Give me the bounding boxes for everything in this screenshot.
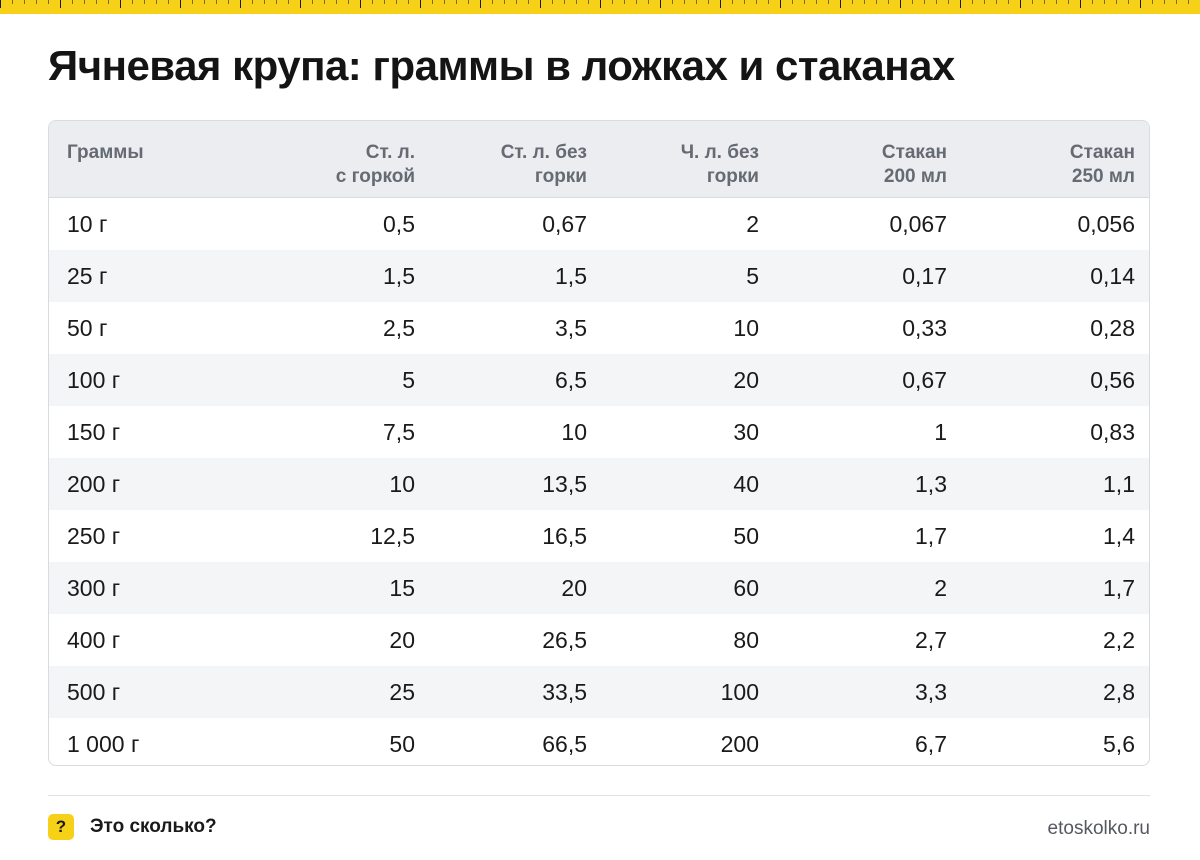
- cell-tbsp-heaped: 20: [389, 626, 415, 653]
- cell-tsp-level: 5: [746, 262, 759, 289]
- header-grams: Граммы: [67, 142, 144, 163]
- cell-tsp-level: 40: [733, 470, 759, 497]
- conversion-table: Граммы Ст. л. с горкой Ст. л. без горки …: [48, 120, 1150, 766]
- header-glass-200: Стакан 200 мл: [881, 142, 947, 187]
- cell-glass-250: 0,56: [1090, 366, 1135, 393]
- cell-glass-200: 0,17: [902, 262, 947, 289]
- table-row: 250 г 12,5 16,5 50 1,7 1,4: [49, 510, 1149, 562]
- cell-tbsp-heaped: 15: [389, 574, 415, 601]
- cell-glass-200: 3,3: [915, 678, 947, 705]
- cell-tbsp-level: 10: [561, 418, 587, 445]
- cell-grams: 150 г: [67, 418, 121, 445]
- cell-glass-250: 0,83: [1090, 418, 1135, 445]
- cell-grams: 250 г: [67, 522, 121, 549]
- table-row: 300 г 15 20 60 2 1,7: [49, 562, 1149, 614]
- header-tsp-level: Ч. л. без горки: [680, 142, 759, 187]
- header-glass-250: Стакан 250 мл: [1069, 142, 1135, 187]
- cell-glass-200: 0,067: [889, 210, 947, 237]
- table-body: 10 г 0,5 0,67 2 0,067 0,056 25 г 1,5 1,5 5 0,17 0,1…: [49, 198, 1149, 765]
- cell-tbsp-heaped: 2,5: [383, 314, 415, 341]
- cell-grams: 500 г: [67, 678, 121, 705]
- cell-grams: 25 г: [67, 262, 108, 289]
- header-tbsp-heaped: Ст. л. с горкой: [335, 142, 415, 187]
- cell-tbsp-level: 16,5: [542, 522, 587, 549]
- question-icon: ?: [48, 814, 74, 840]
- cell-tsp-level: 10: [733, 314, 759, 341]
- cell-glass-250: 0,056: [1077, 210, 1135, 237]
- cell-glass-250: 0,28: [1090, 314, 1135, 341]
- table-row: 100 г 5 6,5 20 0,67 0,56: [49, 354, 1149, 406]
- cell-glass-200: 1,7: [915, 522, 947, 549]
- cell-tsp-level: 100: [720, 678, 759, 705]
- cell-tsp-level: 30: [733, 418, 759, 445]
- cell-tsp-level: 200: [720, 730, 759, 757]
- cell-tsp-level: 20: [733, 366, 759, 393]
- cell-glass-200: 2: [934, 574, 947, 601]
- ruler-strip: [0, 0, 1200, 14]
- table-row: 150 г 7,5 10 30 1 0,83: [49, 406, 1149, 458]
- cell-tsp-level: 50: [733, 522, 759, 549]
- cell-tbsp-level: 33,5: [542, 678, 587, 705]
- table-row: 200 г 10 13,5 40 1,3 1,1: [49, 458, 1149, 510]
- cell-glass-200: 1: [934, 418, 947, 445]
- cell-tbsp-heaped: 50: [389, 730, 415, 757]
- cell-tbsp-heaped: 10: [389, 470, 415, 497]
- cell-glass-250: 1,1: [1103, 470, 1135, 497]
- cell-grams: 50 г: [67, 314, 108, 341]
- cell-glass-250: 1,7: [1103, 574, 1135, 601]
- cell-tsp-level: 60: [733, 574, 759, 601]
- cell-tbsp-heaped: 25: [389, 678, 415, 705]
- cell-glass-200: 0,67: [902, 366, 947, 393]
- cell-grams: 100 г: [67, 366, 121, 393]
- cell-glass-200: 2,7: [915, 626, 947, 653]
- brand-name: Это сколько?: [90, 816, 217, 837]
- cell-grams: 200 г: [67, 470, 121, 497]
- cell-tbsp-heaped: 0,5: [383, 210, 415, 237]
- cell-tbsp-heaped: 7,5: [383, 418, 415, 445]
- cell-glass-250: 5,6: [1103, 730, 1135, 757]
- cell-tbsp-level: 1,5: [555, 262, 587, 289]
- table-row: 25 г 1,5 1,5 5 0,17 0,14: [49, 250, 1149, 302]
- table-row: 500 г 25 33,5 100 3,3 2,8: [49, 666, 1149, 718]
- cell-tbsp-level: 6,5: [555, 366, 587, 393]
- page-title: Ячневая крупа: граммы в ложках и стакана…: [48, 42, 955, 89]
- cell-glass-250: 2,2: [1103, 626, 1135, 653]
- table-row: 50 г 2,5 3,5 10 0,33 0,28: [49, 302, 1149, 354]
- table-header-row: Граммы Ст. л. с горкой Ст. л. без горки …: [49, 121, 1149, 198]
- cell-tsp-level: 80: [733, 626, 759, 653]
- table-row: 400 г 20 26,5 80 2,7 2,2: [49, 614, 1149, 666]
- cell-grams: 10 г: [67, 210, 108, 237]
- table-row: 1 000 г 50 66,5 200 6,7 5,6: [49, 718, 1149, 765]
- cell-grams: 1 000 г: [67, 730, 140, 757]
- cell-tbsp-level: 0,67: [542, 210, 587, 237]
- footer-divider: [48, 795, 1150, 796]
- cell-tbsp-heaped: 5: [402, 366, 415, 393]
- cell-tbsp-heaped: 1,5: [383, 262, 415, 289]
- cell-grams: 300 г: [67, 574, 121, 601]
- cell-glass-200: 0,33: [902, 314, 947, 341]
- cell-tbsp-heaped: 12,5: [370, 522, 415, 549]
- cell-tbsp-level: 13,5: [542, 470, 587, 497]
- cell-tbsp-level: 26,5: [542, 626, 587, 653]
- cell-glass-250: 0,14: [1090, 262, 1135, 289]
- site-link[interactable]: etoskolko.ru: [1047, 818, 1150, 839]
- cell-tbsp-level: 3,5: [555, 314, 587, 341]
- cell-glass-250: 2,8: [1103, 678, 1135, 705]
- cell-glass-200: 6,7: [915, 730, 947, 757]
- cell-grams: 400 г: [67, 626, 121, 653]
- cell-tbsp-level: 66,5: [542, 730, 587, 757]
- header-tbsp-level: Ст. л. без горки: [500, 142, 587, 187]
- cell-tbsp-level: 20: [561, 574, 587, 601]
- cell-tsp-level: 2: [746, 210, 759, 237]
- cell-glass-250: 1,4: [1103, 522, 1135, 549]
- footer-brand[interactable]: ? Это сколько?: [48, 814, 217, 840]
- table-row: 10 г 0,5 0,67 2 0,067 0,056: [49, 198, 1149, 250]
- cell-glass-200: 1,3: [915, 470, 947, 497]
